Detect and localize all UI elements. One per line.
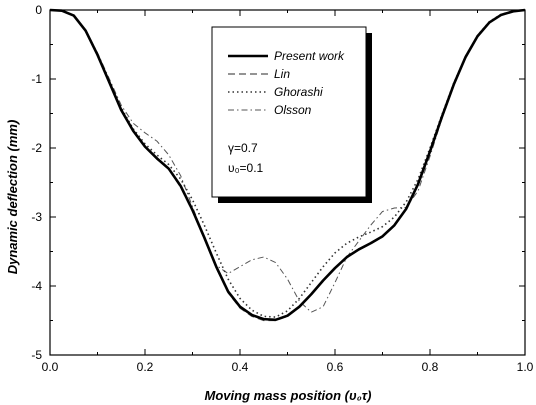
y-tick-label: -2 (31, 141, 42, 155)
x-tick-label: 0.2 (137, 360, 154, 374)
x-tick-label: 0.0 (42, 360, 59, 374)
legend-entries: Present work Lin Ghorashi Olsson (228, 49, 345, 117)
x-tick-label: 1.0 (517, 360, 534, 374)
y-tick-label: -3 (31, 210, 42, 224)
y-axis-title: Dynamic deflection (mm) (5, 120, 20, 275)
plot-area: 0.0 0.2 0.4 0.6 0.8 1.0 0 -1 -2 -3 -4 -5 (31, 3, 533, 374)
legend-label: Lin (274, 67, 290, 81)
x-tick-label: 0.4 (232, 360, 249, 374)
series-layer (49, 8, 526, 322)
legend-label: Present work (274, 49, 345, 63)
legend-label: Olsson (274, 103, 312, 117)
annotation-gamma: γ=0.7 (228, 141, 258, 155)
axis-ticks: 0.0 0.2 0.4 0.6 0.8 1.0 0 -1 -2 -3 -4 -5 (31, 3, 533, 374)
y-tick-label: -1 (31, 72, 42, 86)
annotation-velocity: υ₀=0.1 (228, 161, 264, 175)
x-tick-label: 0.8 (422, 360, 439, 374)
x-tick-label: 0.6 (327, 360, 344, 374)
y-tick-label: -5 (31, 348, 42, 362)
y-tick-label: -4 (31, 279, 42, 293)
x-axis-title: Moving mass position (υ₀τ) (205, 388, 372, 403)
legend: Present work Lin Ghorashi Olsson γ=0.7 υ₀=0… (211, 26, 372, 203)
series-line-present-work (49, 8, 526, 322)
legend-label: Ghorashi (274, 85, 323, 99)
y-tick-label: 0 (35, 3, 42, 17)
